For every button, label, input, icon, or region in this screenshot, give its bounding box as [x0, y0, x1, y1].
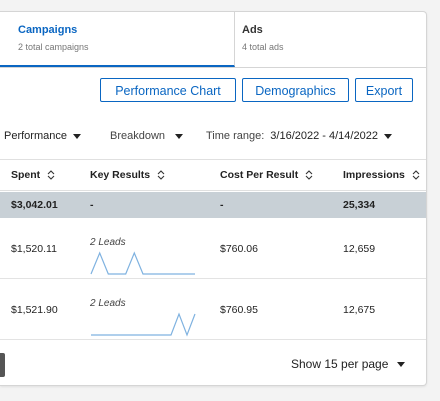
sort-icon: [305, 170, 313, 180]
sparkline-series: [91, 312, 196, 337]
table-footer: Show 15 per page: [0, 343, 426, 385]
sort-icon: [412, 170, 420, 180]
campaign-performance-card: Campaigns 2 total campaigns Ads 4 total …: [0, 11, 427, 386]
row-spent: $1,520.11: [11, 243, 57, 255]
column-header-label: Spent: [11, 169, 41, 181]
tab-ads[interactable]: Ads 4 total ads: [235, 12, 426, 67]
row-cost-per-result: $760.95: [220, 304, 258, 316]
column-header-label: Cost Per Result: [220, 169, 299, 181]
filter-bar: Performance Breakdown Time range: 3/16/20…: [0, 125, 426, 147]
row-impressions: 12,659: [343, 243, 376, 255]
total-spent: $3,042.01: [11, 199, 58, 211]
breakdown-dropdown-label: Breakdown: [110, 130, 166, 142]
column-header-label: Impressions: [343, 169, 405, 181]
sort-icon: [47, 170, 55, 180]
per-page-dropdown[interactable]: Show 15 per page: [291, 354, 406, 374]
performance-dropdown-label: Performance: [4, 130, 67, 142]
row-spent: $1,521.90: [11, 304, 58, 316]
total-key-results: -: [90, 199, 94, 211]
total-impressions: 25,334: [343, 199, 376, 211]
tab-campaigns[interactable]: Campaigns 2 total campaigns: [0, 12, 235, 67]
table-row[interactable]: $1,520.11 2 Leads $760.06 12,659: [0, 219, 426, 279]
demographics-button[interactable]: Demographics: [242, 78, 349, 102]
performance-chart-button[interactable]: Performance Chart: [100, 78, 236, 102]
key-results-sparkline: [91, 312, 196, 337]
export-button[interactable]: Export: [355, 78, 413, 102]
caret-down-icon: [175, 133, 184, 139]
column-header-label: Key Results: [90, 169, 151, 181]
column-header-impressions[interactable]: Impressions: [343, 160, 420, 190]
table-row[interactable]: $1,521.90 2 Leads $760.95 12,675: [0, 280, 426, 340]
column-header-key-results[interactable]: Key Results: [90, 160, 165, 190]
tab-ads-count: 4 total ads: [242, 42, 284, 52]
time-range-dropdown[interactable]: Time range: 3/16/2022 - 4/14/2022: [206, 125, 392, 147]
column-header-spent[interactable]: Spent: [11, 160, 55, 190]
row-key-results: 2 Leads: [90, 298, 126, 309]
performance-dropdown[interactable]: Performance: [4, 125, 81, 147]
breakdown-dropdown[interactable]: Breakdown: [110, 125, 184, 147]
total-cost-per-result: -: [220, 199, 224, 211]
row-key-results: 2 Leads: [90, 237, 126, 248]
tab-campaigns-title: Campaigns: [18, 24, 78, 36]
time-range-value: 3/16/2022 - 4/14/2022: [270, 130, 378, 142]
tab-campaigns-count: 2 total campaigns: [18, 42, 89, 52]
entity-tabs: Campaigns 2 total campaigns Ads 4 total …: [0, 12, 426, 68]
row-impressions: 12,675: [343, 304, 376, 316]
column-header-cost-per-result[interactable]: Cost Per Result: [220, 160, 313, 190]
scrollbar-handle[interactable]: [0, 353, 5, 377]
table-header: Spent Key Results Cost Per Result Impres…: [0, 159, 426, 191]
sort-icon: [157, 170, 165, 180]
row-cost-per-result: $760.06: [220, 243, 258, 255]
caret-down-icon: [72, 133, 81, 139]
key-results-sparkline: [90, 251, 195, 275]
tab-ads-title: Ads: [242, 24, 263, 36]
caret-down-icon: [383, 133, 392, 139]
per-page-label: Show 15 per page: [291, 357, 389, 371]
caret-down-icon: [397, 362, 406, 368]
totals-row: $3,042.01 - - 25,334: [0, 192, 426, 218]
time-range-label: Time range:: [206, 130, 265, 142]
sparkline-series: [90, 251, 195, 275]
